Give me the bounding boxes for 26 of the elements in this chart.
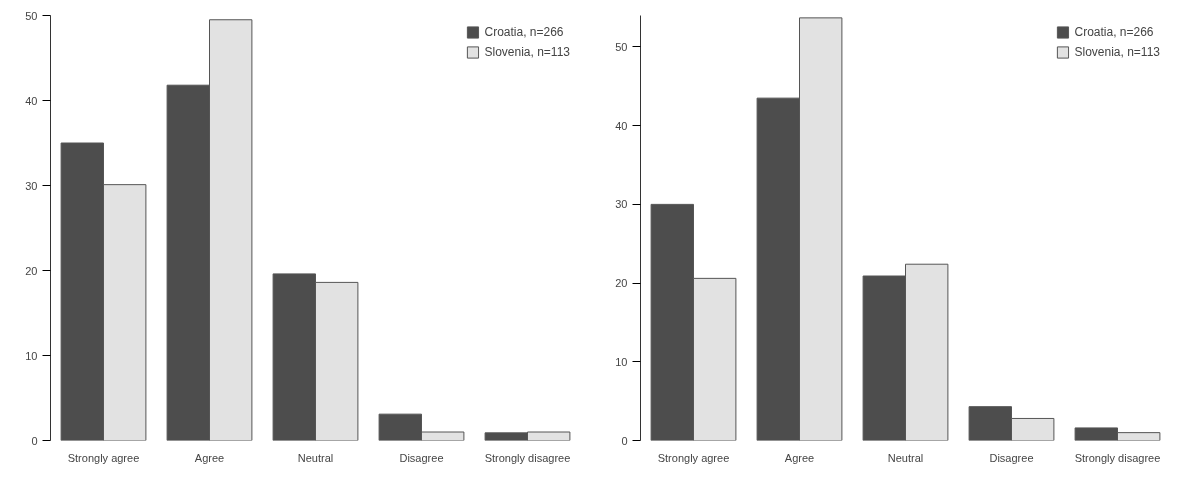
y-tick-label: 50 <box>25 9 38 22</box>
x-tick-label: Strongly disagree <box>484 451 571 464</box>
y-tick-label: 20 <box>25 264 38 277</box>
x-tick-label: Agree <box>784 451 815 464</box>
x-tick-label: Disagree <box>399 451 444 464</box>
legend-label: Slovenia, n=113 <box>1074 45 1160 59</box>
x-tick-label: Neutral <box>887 451 924 464</box>
y-tick-label: 0 <box>621 434 628 447</box>
y-tick-label: 20 <box>615 277 628 290</box>
x-tick-label: Disagree <box>989 451 1034 464</box>
x-tick-label: Strongly agree <box>657 451 730 464</box>
x-tick-label: Neutral <box>297 451 334 464</box>
x-tick-label: Strongly disagree <box>1074 451 1161 464</box>
legend-label: Slovenia, n=113 <box>484 45 570 59</box>
legend-label: Croatia, n=266 <box>1074 25 1154 39</box>
y-tick-label: 0 <box>31 434 38 447</box>
x-tick-label: Agree <box>194 451 225 464</box>
legend-label: Croatia, n=266 <box>484 25 564 39</box>
y-tick-label: 30 <box>25 179 38 192</box>
y-tick-label: 50 <box>615 40 628 53</box>
y-tick-label: 10 <box>25 349 38 362</box>
y-tick-label: 30 <box>615 198 628 211</box>
x-tick-label: Strongly agree <box>67 451 140 464</box>
y-tick-label: 40 <box>615 119 628 132</box>
y-tick-label: 10 <box>615 355 628 368</box>
y-tick-label: 40 <box>25 94 38 107</box>
